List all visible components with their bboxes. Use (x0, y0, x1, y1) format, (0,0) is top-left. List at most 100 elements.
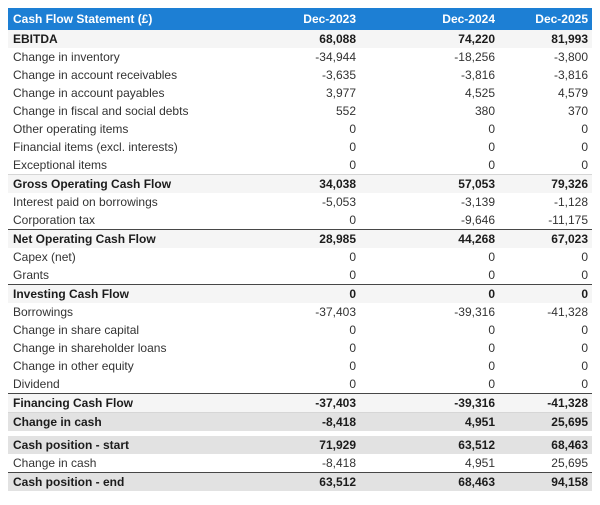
row-label: Borrowings (13, 305, 74, 319)
cell-value: 68,463 (499, 436, 592, 454)
cell-value: 68,463 (360, 472, 499, 491)
cell-value: -5,053 (321, 195, 356, 209)
cell-value: 0 (349, 250, 356, 264)
cell-value: 0 (581, 341, 588, 355)
cell-value: 0 (349, 377, 356, 391)
row-label: Change in account receivables (13, 68, 178, 82)
row-label: Financial items (excl. interests) (13, 140, 178, 154)
cell-value: -37,403 (315, 305, 356, 319)
table-row: Corporation tax 0 -9,646 -11,175 (8, 211, 592, 230)
row-label: Change in cash (13, 456, 97, 470)
cell-value: 0 (581, 158, 588, 172)
row-label: Change in shareholder loans (13, 341, 167, 355)
table-row: Exceptional items 0 0 0 (8, 156, 592, 175)
table-row: Net Operating Cash Flow 28,985 44,268 67,02… (8, 229, 592, 248)
cell-value: 0 (240, 284, 360, 303)
cell-value: 94,158 (499, 472, 592, 491)
table-row: Gross Operating Cash Flow 34,038 57,053 79,… (8, 174, 592, 193)
cell-value: -3,816 (460, 68, 495, 82)
cell-value: 57,053 (360, 174, 499, 193)
cell-value: 0 (488, 268, 495, 282)
cell-value: 25,695 (551, 456, 588, 470)
table-title: Cash Flow Statement (£) (8, 8, 240, 30)
row-label: Net Operating Cash Flow (8, 229, 240, 248)
cell-value: -8,418 (240, 412, 360, 431)
cell-value: 0 (349, 359, 356, 373)
cell-value: -39,316 (454, 305, 495, 319)
column-header: Dec-2025 (499, 8, 592, 30)
row-label: Cash position - end (8, 472, 240, 491)
cell-value: -41,328 (499, 393, 592, 413)
cell-value: 0 (349, 268, 356, 282)
column-header: Dec-2024 (360, 8, 499, 30)
table-row: Capex (net) 0 0 0 (8, 248, 592, 266)
cell-value: 0 (349, 213, 356, 227)
cell-value: -3,635 (321, 68, 356, 82)
table-row: Dividend 0 0 0 (8, 375, 592, 394)
table-row: Interest paid on borrowings -5,053 -3,139 -… (8, 193, 592, 211)
cell-value: 71,929 (240, 436, 360, 454)
cell-value: 0 (488, 250, 495, 264)
cell-value: -37,403 (240, 393, 360, 413)
row-label: Financing Cash Flow (8, 393, 240, 413)
table-row: Financing Cash Flow -37,403 -39,316 -41,328 (8, 393, 592, 413)
table-row: Change in other equity 0 0 0 (8, 357, 592, 375)
cell-value: 63,512 (240, 472, 360, 491)
table-row: Other operating items 0 0 0 (8, 120, 592, 138)
table-row: Change in account payables 3,977 4,525 4,57… (8, 84, 592, 102)
cell-value: 68,088 (240, 30, 360, 48)
cell-value: 0 (581, 323, 588, 337)
table-row: Investing Cash Flow 0 0 0 (8, 284, 592, 303)
cell-value: 81,993 (499, 30, 592, 48)
row-label: Corporation tax (13, 213, 96, 227)
spacer-row (8, 431, 592, 436)
cell-value: -3,800 (553, 50, 588, 64)
cell-value: 34,038 (240, 174, 360, 193)
cell-value: 0 (488, 377, 495, 391)
table-row: EBITDA 68,088 74,220 81,993 (8, 30, 592, 48)
spacer-cell (8, 431, 592, 436)
cell-value: -34,944 (315, 50, 356, 64)
row-label: Gross Operating Cash Flow (8, 174, 240, 193)
cell-value: 0 (581, 377, 588, 391)
cell-value: 370 (567, 104, 588, 118)
cell-value: 0 (488, 140, 495, 154)
cell-value: -3,816 (553, 68, 588, 82)
row-label: Change in inventory (13, 50, 120, 64)
cell-value: 552 (335, 104, 356, 118)
cell-value: 4,951 (360, 412, 499, 431)
table-row: Cash position - end 63,512 68,463 94,158 (8, 472, 592, 491)
row-label: Other operating items (13, 122, 129, 136)
cell-value: 380 (474, 104, 495, 118)
cell-value: 3,977 (325, 86, 356, 100)
cell-value: -1,128 (553, 195, 588, 209)
table-row: Change in fiscal and social debts 552 380 3… (8, 102, 592, 120)
table-row: Cash position - start 71,929 63,512 68,463 (8, 436, 592, 454)
table-row: Change in account receivables -3,635 -3,81… (8, 66, 592, 84)
cell-value: 0 (349, 158, 356, 172)
cell-value: 25,695 (499, 412, 592, 431)
row-label: Change in share capital (13, 323, 140, 337)
cell-value: 0 (499, 284, 592, 303)
cell-value: 4,951 (464, 456, 495, 470)
cell-value: -9,646 (460, 213, 495, 227)
cell-value: 0 (488, 323, 495, 337)
row-label: Dividend (13, 377, 60, 391)
cell-value: 0 (581, 268, 588, 282)
row-label: Change in fiscal and social debts (13, 104, 189, 118)
cell-value: 0 (581, 140, 588, 154)
cell-value: 0 (349, 341, 356, 355)
table-row: Change in shareholder loans 0 0 0 (8, 339, 592, 357)
cell-value: 0 (488, 122, 495, 136)
cell-value: -18,256 (454, 50, 495, 64)
cell-value: 0 (349, 323, 356, 337)
table-row: Grants 0 0 0 (8, 266, 592, 285)
table-row: Change in share capital 0 0 0 (8, 321, 592, 339)
row-label: Change in account payables (13, 86, 165, 100)
row-label: Exceptional items (13, 158, 108, 172)
cell-value: 0 (349, 140, 356, 154)
row-label: Interest paid on borrowings (13, 195, 158, 209)
row-label: Cash position - start (8, 436, 240, 454)
cell-value: -3,139 (460, 195, 495, 209)
cell-value: -39,316 (360, 393, 499, 413)
